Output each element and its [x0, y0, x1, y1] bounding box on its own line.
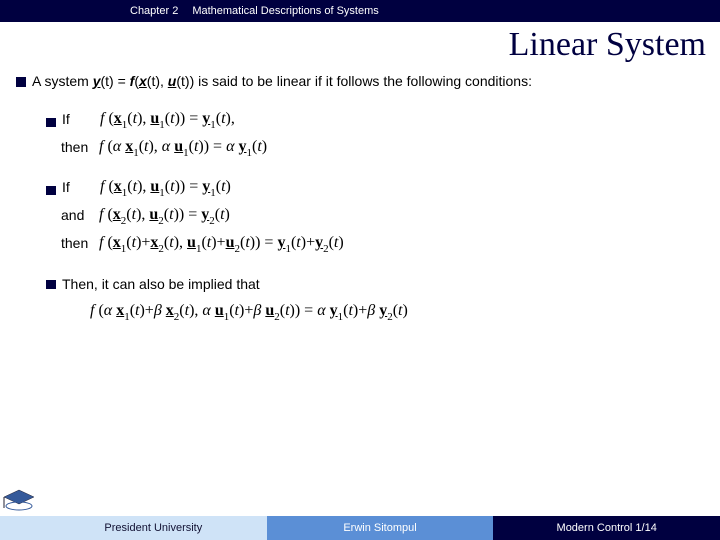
intro-text: A system y(t) = f(x(t), u(t)) is said to… — [32, 72, 532, 91]
intro-close: (t)) — [176, 73, 198, 89]
homogeneity-section: If f (x1(t), u1(t)) = y1(t), then f (α x… — [46, 107, 706, 161]
intro-prefix: A system — [32, 73, 93, 89]
chapter-label: Chapter 2 — [0, 5, 186, 17]
hom-then-eq: f (α x1(t), α u1(t)) = α y1(t) — [99, 136, 267, 160]
footer-right: Modern Control 1/14 — [493, 516, 720, 540]
bullet-icon — [46, 280, 56, 289]
footer-left: President University — [0, 516, 267, 540]
intro-x: x — [139, 73, 147, 89]
footer-mid: Erwin Sitompul — [267, 516, 494, 540]
intro-t1: (t) = — [100, 73, 129, 89]
slide: Chapter 2 Mathematical Descriptions of S… — [0, 0, 720, 540]
add-then-eq: f (x1(t)+x2(t), u1(t)+u2(t)) = y1(t)+y2(… — [99, 232, 344, 256]
intro-mid: (t), — [147, 73, 168, 89]
additivity-section: If f (x1(t), u1(t)) = y1(t) and f (x2(t)… — [46, 175, 706, 257]
bullet-icon — [46, 118, 56, 127]
bullet-icon — [46, 186, 56, 195]
then-label: then — [61, 234, 99, 253]
and-label: and — [61, 206, 99, 225]
add-and-eq: f (x2(t), u2(t)) = y2(t) — [99, 204, 230, 228]
imply-bullet: Then, it can also be implied that — [46, 275, 706, 294]
hom-if-eq: f (x1(t), u1(t)) = y1(t), — [100, 108, 235, 132]
intro-suffix: is said to be linear if it follows the f… — [198, 73, 532, 89]
bullet-icon — [16, 77, 26, 87]
if-label: If — [62, 178, 100, 197]
add-and-line: and f (x2(t), u2(t)) = y2(t) — [46, 203, 706, 229]
slide-body: A system y(t) = f(x(t), u(t)) is said to… — [0, 66, 720, 516]
hom-if-line: If f (x1(t), u1(t)) = y1(t), — [46, 107, 706, 133]
implication-section: Then, it can also be implied that f (α x… — [46, 275, 706, 324]
if-label: If — [62, 110, 100, 129]
footer: President University Erwin Sitompul Mode… — [0, 516, 720, 540]
header-bar: Chapter 2 Mathematical Descriptions of S… — [0, 0, 720, 22]
add-if-eq: f (x1(t), u1(t)) = y1(t) — [100, 176, 231, 200]
intro-bullet: A system y(t) = f(x(t), u(t)) is said to… — [16, 72, 706, 91]
imply-eq: f (α x1(t)+β x2(t), α u1(t)+β u2(t)) = α… — [90, 300, 706, 324]
add-if-line: If f (x1(t), u1(t)) = y1(t) — [46, 175, 706, 201]
hom-then-line: then f (α x1(t), α u1(t)) = α y1(t) — [46, 135, 706, 161]
slide-title: Linear System — [0, 22, 720, 66]
add-then-line: then f (x1(t)+x2(t), u1(t)+u2(t)) = y1(t… — [46, 231, 706, 257]
chapter-desc: Mathematical Descriptions of Systems — [186, 5, 378, 17]
university-logo-icon — [2, 488, 36, 516]
then-label: then — [61, 138, 99, 157]
imply-text: Then, it can also be implied that — [62, 275, 260, 294]
